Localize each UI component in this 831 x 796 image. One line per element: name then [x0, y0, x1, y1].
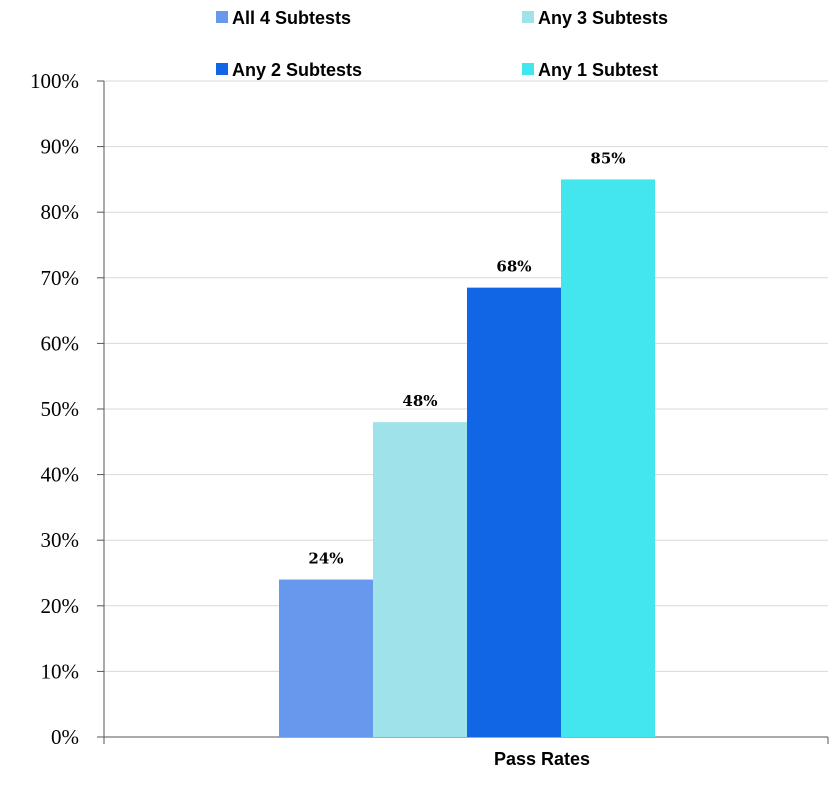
data-label: 48%: [402, 392, 437, 410]
y-tick-label: 100%: [30, 69, 79, 93]
y-tick-label: 20%: [41, 594, 80, 618]
legend-swatch: [522, 63, 534, 75]
legend-item: Any 1 Subtest: [522, 60, 658, 80]
legend-item: Any 2 Subtests: [216, 60, 362, 80]
legend-label: Any 2 Subtests: [232, 60, 362, 80]
data-label: 24%: [308, 550, 343, 568]
legend-label: Any 3 Subtests: [538, 8, 668, 28]
bar-any-3-subtests: [373, 422, 467, 737]
bar-any-1-subtest: [561, 179, 655, 737]
bar-any-2-subtests: [467, 287, 561, 737]
data-label: 68%: [496, 258, 531, 276]
data-labels: 24% 48% 68% 85%: [308, 149, 625, 567]
legend: All 4 Subtests Any 3 Subtests Any 2 Subtes…: [216, 8, 668, 80]
y-tick-label: 40%: [41, 463, 80, 487]
y-tick-label: 70%: [41, 266, 80, 290]
x-axis-label: Pass Rates: [494, 749, 590, 769]
y-tick-label: 50%: [41, 397, 80, 421]
y-tick-label: 0%: [51, 725, 79, 749]
legend-item: Any 3 Subtests: [522, 8, 668, 28]
legend-swatch: [216, 63, 228, 75]
legend-label: Any 1 Subtest: [538, 60, 658, 80]
bars: [279, 179, 655, 737]
legend-item: All 4 Subtests: [216, 8, 351, 28]
bar-all-4-subtests: [279, 579, 373, 737]
y-tick-label: 80%: [41, 200, 80, 224]
legend-swatch: [522, 11, 534, 23]
y-tick-label: 90%: [41, 135, 80, 159]
y-axis-ticks: 0% 10% 20% 30% 40% 50% 60% 70% 80% 90% 100%: [30, 69, 79, 749]
legend-swatch: [216, 11, 228, 23]
legend-label: All 4 Subtests: [232, 8, 351, 28]
y-tick-label: 60%: [41, 331, 80, 355]
gridlines: [104, 80, 828, 672]
data-label: 85%: [590, 149, 625, 167]
y-tick-label: 30%: [41, 528, 80, 552]
y-tick-label: 10%: [41, 659, 80, 683]
